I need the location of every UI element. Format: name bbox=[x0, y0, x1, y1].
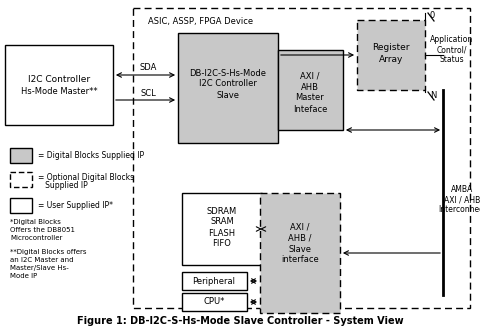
Text: SDA: SDA bbox=[139, 64, 156, 72]
Text: ASIC, ASSP, FPGA Device: ASIC, ASSP, FPGA Device bbox=[148, 17, 253, 26]
Text: **Digital Blocks offers: **Digital Blocks offers bbox=[10, 249, 86, 255]
Text: *Digital Blocks: *Digital Blocks bbox=[10, 219, 61, 225]
Text: Master: Master bbox=[296, 93, 324, 103]
Text: FIFO: FIFO bbox=[213, 240, 231, 249]
Text: Mode IP: Mode IP bbox=[10, 273, 37, 279]
Text: AHB: AHB bbox=[301, 82, 319, 91]
Text: FLASH: FLASH bbox=[208, 228, 236, 238]
Text: 0: 0 bbox=[430, 12, 435, 21]
Bar bbox=[10, 148, 32, 163]
Bar bbox=[357, 20, 425, 90]
Text: Register: Register bbox=[372, 43, 410, 53]
Text: interface: interface bbox=[281, 256, 319, 264]
Text: Slave: Slave bbox=[216, 90, 240, 100]
Text: I2C Controller: I2C Controller bbox=[199, 79, 257, 88]
Text: Microcontroller: Microcontroller bbox=[10, 235, 62, 241]
Bar bbox=[10, 172, 32, 187]
Text: Supplied IP: Supplied IP bbox=[38, 180, 88, 190]
Bar bbox=[260, 193, 340, 313]
Text: I2C Controller: I2C Controller bbox=[28, 75, 90, 84]
Text: Master/Slave Hs-: Master/Slave Hs- bbox=[10, 265, 69, 271]
Text: = Digital Blocks Supplied IP: = Digital Blocks Supplied IP bbox=[38, 152, 144, 161]
Text: AMBA: AMBA bbox=[451, 185, 473, 195]
Text: Application: Application bbox=[431, 35, 474, 44]
Text: SCL: SCL bbox=[140, 88, 156, 98]
Text: AHB /: AHB / bbox=[288, 233, 312, 243]
Text: Status: Status bbox=[440, 56, 464, 65]
Bar bbox=[5, 45, 113, 125]
Text: Hs-Mode Master**: Hs-Mode Master** bbox=[21, 87, 97, 97]
Text: AXI /: AXI / bbox=[290, 222, 310, 231]
Bar bbox=[182, 293, 247, 311]
Text: Peripheral: Peripheral bbox=[192, 276, 236, 286]
Text: Offers the DB8051: Offers the DB8051 bbox=[10, 227, 75, 233]
Text: DB-I2C-S-Hs-Mode: DB-I2C-S-Hs-Mode bbox=[190, 69, 266, 77]
Text: AXI /: AXI / bbox=[300, 71, 320, 80]
Bar bbox=[10, 198, 32, 213]
Bar bbox=[133, 8, 470, 308]
Bar bbox=[278, 50, 343, 130]
Text: Slave: Slave bbox=[288, 245, 312, 254]
Text: SRAM: SRAM bbox=[210, 217, 234, 226]
Text: Array: Array bbox=[379, 56, 403, 65]
Text: = Optional Digital Blocks: = Optional Digital Blocks bbox=[38, 172, 134, 181]
Text: N: N bbox=[430, 91, 436, 101]
Text: AXI / AHB: AXI / AHB bbox=[444, 196, 480, 205]
Text: Figure 1: DB-I2C-S-Hs-Mode Slave Controller - System View: Figure 1: DB-I2C-S-Hs-Mode Slave Control… bbox=[77, 316, 403, 326]
Bar bbox=[182, 272, 247, 290]
Text: an I2C Master and: an I2C Master and bbox=[10, 257, 73, 263]
Bar bbox=[178, 33, 278, 143]
Text: Interconnect: Interconnect bbox=[438, 206, 480, 214]
Text: = User Supplied IP*: = User Supplied IP* bbox=[38, 202, 113, 211]
Text: Control/: Control/ bbox=[437, 45, 467, 55]
Text: Inteface: Inteface bbox=[293, 105, 327, 114]
Bar bbox=[182, 193, 262, 265]
Text: SDRAM: SDRAM bbox=[207, 207, 237, 215]
Text: CPU*: CPU* bbox=[204, 298, 225, 307]
